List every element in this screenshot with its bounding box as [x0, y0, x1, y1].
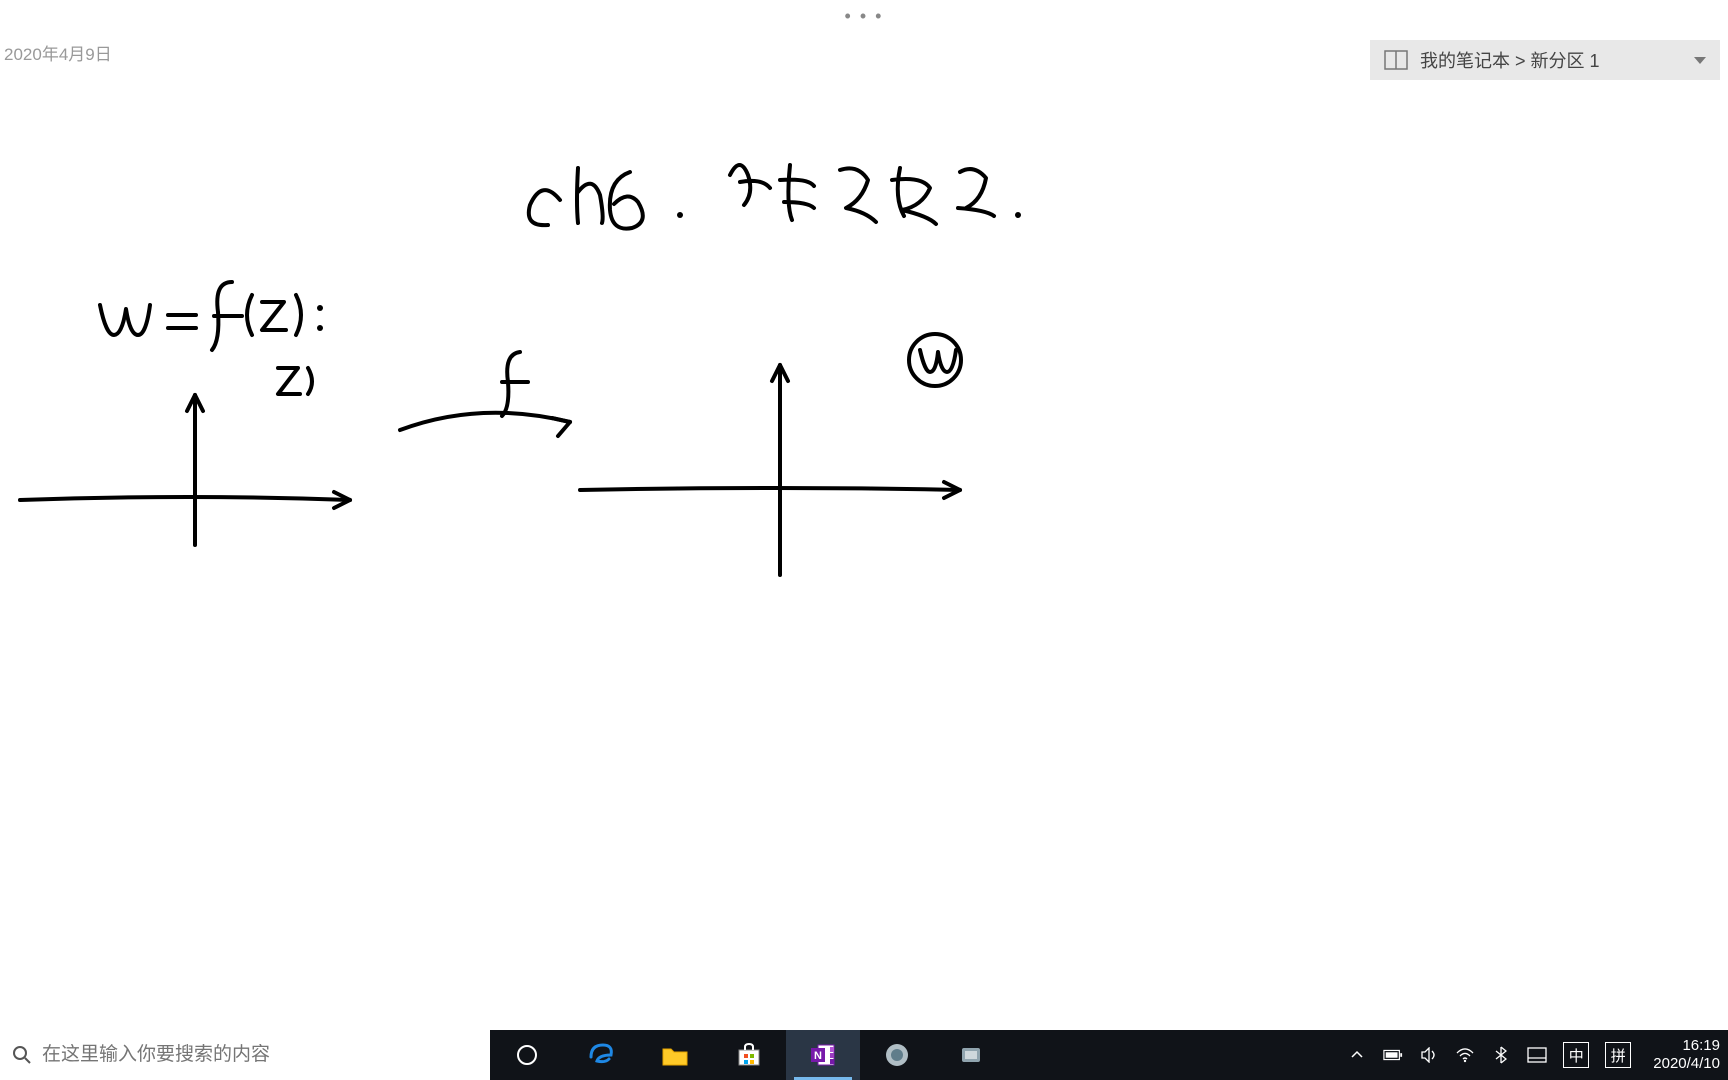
ime-mode[interactable]: 拼	[1605, 1042, 1631, 1068]
system-tray: 中 拼 16:19 2020/4/10	[1339, 1030, 1728, 1080]
edge-app[interactable]	[564, 1030, 638, 1080]
page-options-ellipsis[interactable]: • • •	[845, 6, 884, 27]
file-explorer-app[interactable]	[638, 1030, 712, 1080]
svg-text:N: N	[814, 1050, 822, 1062]
onenote-app[interactable]: N	[786, 1030, 860, 1080]
battery-icon[interactable]	[1383, 1045, 1403, 1065]
search-input[interactable]	[42, 1044, 478, 1066]
search-icon	[12, 1045, 32, 1065]
cortana-button[interactable]	[490, 1030, 564, 1080]
handwriting-layer	[0, 130, 1100, 650]
page-date: 2020年4月9日	[4, 40, 112, 65]
clock-time: 16:19	[1653, 1037, 1720, 1055]
app-7[interactable]	[934, 1030, 1008, 1080]
taskbar: N 中 拼 16:19 2020/4/10	[0, 1030, 1728, 1080]
bluetooth-icon[interactable]	[1491, 1045, 1511, 1065]
taskbar-apps: N	[490, 1030, 1008, 1080]
volume-icon[interactable]	[1419, 1045, 1439, 1065]
taskbar-search[interactable]	[0, 1030, 490, 1080]
clock-date: 2020/4/10	[1653, 1055, 1720, 1073]
tablet-mode-icon[interactable]	[1527, 1045, 1547, 1065]
microsoft-store-app[interactable]	[712, 1030, 786, 1080]
wifi-icon[interactable]	[1455, 1045, 1475, 1065]
tray-chevron-up-icon[interactable]	[1347, 1045, 1367, 1065]
ime-language[interactable]: 中	[1563, 1042, 1589, 1068]
note-canvas[interactable]	[0, 70, 1728, 990]
chevron-down-icon	[1694, 57, 1706, 64]
notebook-icon	[1384, 50, 1408, 70]
app-6[interactable]	[860, 1030, 934, 1080]
taskbar-clock[interactable]: 16:19 2020/4/10	[1647, 1037, 1720, 1073]
